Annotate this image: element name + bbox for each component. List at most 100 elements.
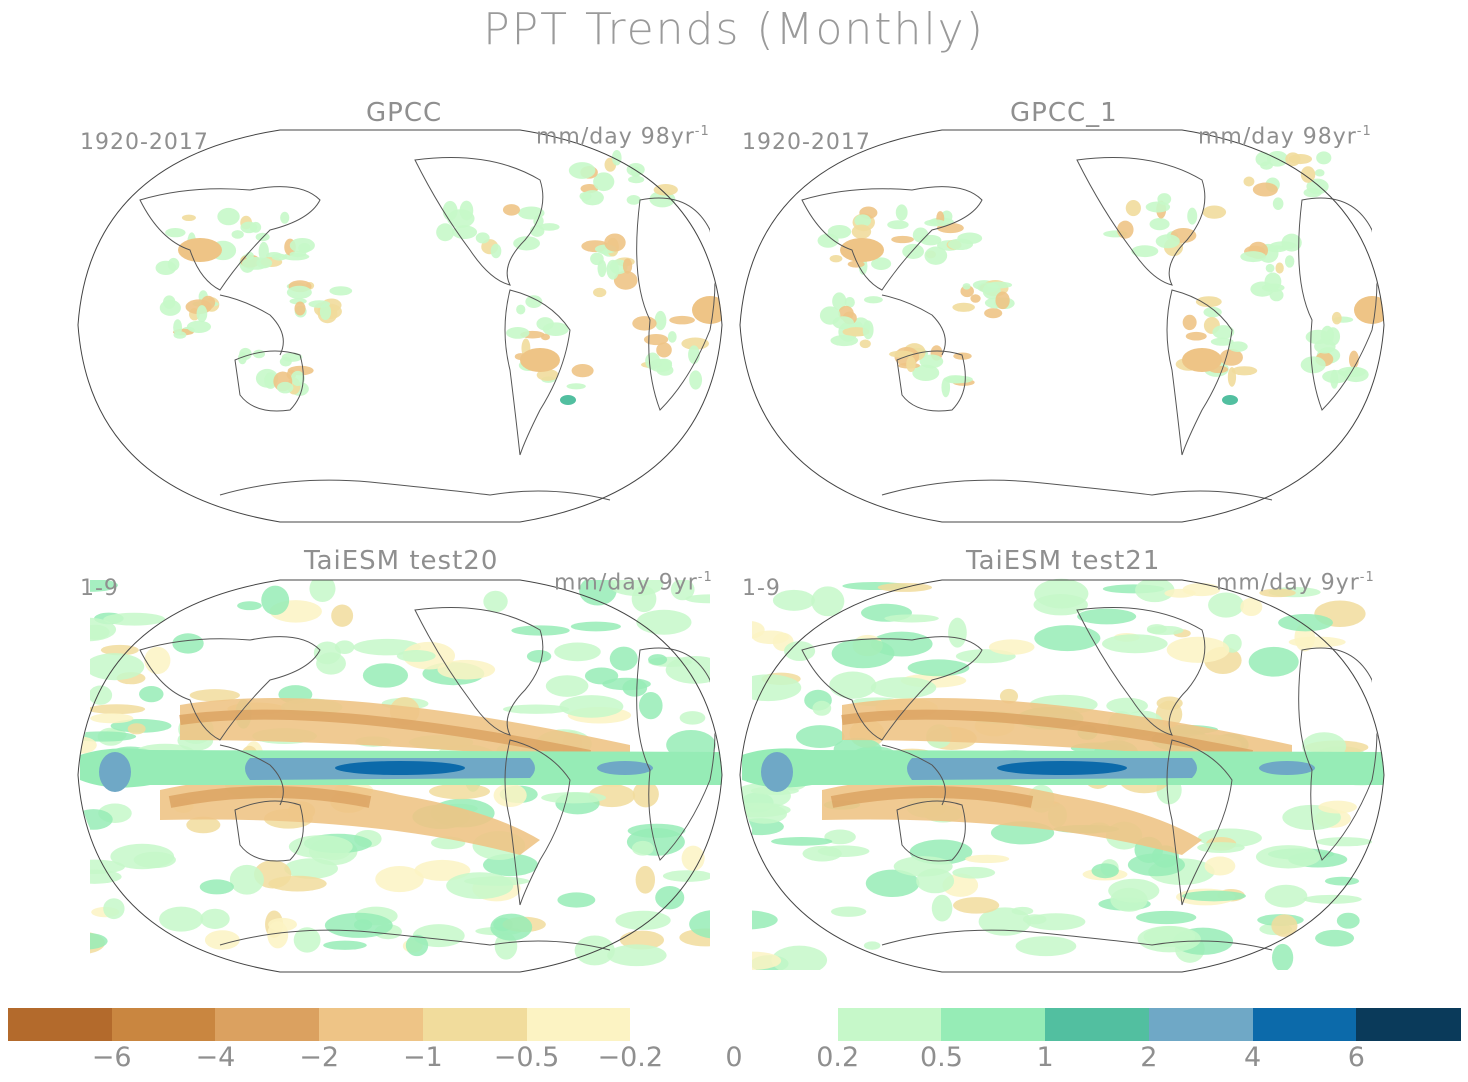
- trend-patch: [200, 908, 230, 929]
- trend-patch: [502, 204, 520, 216]
- trend-patch: [459, 200, 474, 221]
- trend-patch: [493, 783, 527, 808]
- trend-patch: [1210, 337, 1234, 346]
- trend-patch: [1314, 169, 1325, 177]
- dry-patch-brazil: [520, 348, 560, 372]
- trend-patch: [1149, 218, 1170, 231]
- trend-patch: [863, 296, 883, 304]
- wet-patch-atlantic: [597, 761, 653, 775]
- trend-patch: [557, 892, 596, 908]
- trend-patch: [912, 227, 929, 243]
- trend-patch: [944, 375, 967, 384]
- panel-units: mm/day 9yr-1: [554, 570, 713, 595]
- units-text: mm/day 98yr: [1198, 124, 1357, 150]
- trend-patch: [593, 287, 607, 298]
- coastline-antarctica: [881, 929, 1273, 951]
- coastline-south-america: [1166, 289, 1233, 456]
- trend-patch: [268, 875, 327, 892]
- trend-patch: [1034, 625, 1101, 652]
- trend-patch: [1219, 348, 1243, 366]
- trend-patch: [796, 725, 845, 749]
- trend-patch: [159, 906, 204, 932]
- panel-units: mm/day 98yr-1: [536, 124, 710, 149]
- colorbar-swatch: [734, 1008, 839, 1041]
- colorbar-tick-label: 1: [1036, 1042, 1054, 1073]
- map-frame: [77, 579, 723, 973]
- trend-patch: [689, 370, 703, 390]
- trend-patch: [924, 219, 947, 227]
- dry-patch-brazil: [1182, 348, 1222, 372]
- trend-patch: [289, 237, 315, 253]
- units-text: mm/day 9yr: [554, 570, 698, 596]
- trend-patch: [895, 204, 908, 221]
- map-panel-gpcc: GPCC 1920-2017 mm/day 98yr-1: [70, 90, 730, 523]
- trend-patch: [1260, 161, 1273, 170]
- trend-patch: [258, 241, 269, 262]
- coastline-maritime: [219, 744, 284, 806]
- trend-patch: [319, 303, 332, 321]
- trend-patch: [906, 356, 916, 373]
- trend-patch: [611, 150, 622, 166]
- coastline-north-america: [1076, 157, 1206, 286]
- trend-patch: [984, 308, 1003, 319]
- trend-patch: [159, 299, 181, 316]
- trend-patch: [201, 295, 216, 310]
- trend-patch: [506, 327, 530, 339]
- trend-patch: [1252, 182, 1278, 197]
- trend-patch: [331, 604, 354, 627]
- dry-core-north: [841, 709, 1253, 760]
- trend-patch: [103, 612, 166, 626]
- trend-patch: [1315, 929, 1355, 947]
- colorbar-swatch: [1252, 1008, 1357, 1041]
- trend-patch: [110, 843, 175, 870]
- trend-patch: [1034, 578, 1089, 609]
- trend-patch: [436, 223, 455, 242]
- trend-patch: [941, 377, 951, 398]
- trend-patch: [1316, 151, 1332, 165]
- map-taiesm-test21: [739, 577, 1385, 973]
- dry-core-north: [179, 709, 591, 760]
- trend-patch: [1248, 646, 1299, 677]
- colorbar-tick-label: −2: [299, 1042, 340, 1073]
- trend-patch: [859, 339, 871, 349]
- dry-patch-asia: [840, 238, 884, 262]
- trend-patch: [559, 695, 624, 718]
- trend-patch: [924, 246, 948, 265]
- trend-patch: [604, 233, 626, 252]
- trend-patch: [451, 225, 478, 239]
- map-panel-taiesm-test21: TaiESM test21 1-9 mm/day 9yr-1: [732, 540, 1392, 973]
- trend-patch: [475, 232, 490, 244]
- trend-patch: [645, 352, 661, 370]
- trend-patch: [952, 302, 975, 312]
- trend-patch: [1255, 845, 1321, 869]
- trend-patch: [313, 641, 341, 665]
- trend-patch: [437, 659, 496, 680]
- trend-patch: [277, 381, 294, 394]
- trend-patch: [579, 577, 617, 606]
- panel-title: GPCC: [366, 98, 443, 128]
- trend-patch: [88, 704, 146, 715]
- coastline-maritime: [219, 294, 284, 356]
- trend-patch: [290, 370, 305, 386]
- trend-patch: [100, 644, 139, 656]
- trend-patch: [1300, 166, 1316, 183]
- trend-patch: [832, 316, 854, 330]
- colorbar-tick-label: −4: [195, 1042, 236, 1073]
- colorbar: [8, 1008, 1461, 1041]
- trend-patch: [1203, 306, 1222, 318]
- coastline-antarctica: [219, 479, 611, 501]
- trend-patch: [863, 941, 881, 950]
- trend-patch: [953, 897, 1000, 914]
- trend-patch: [196, 305, 208, 323]
- trend-patch: [186, 320, 212, 333]
- trend-patch: [862, 320, 874, 340]
- trend-patch: [545, 675, 589, 697]
- trend-patch: [919, 354, 944, 369]
- trend-patch: [1284, 255, 1295, 268]
- trend-patch: [516, 304, 526, 315]
- trend-patch: [329, 286, 353, 296]
- panel-units: mm/day 9yr-1: [1216, 570, 1375, 595]
- trend-patch: [628, 175, 645, 184]
- trend-patch: [613, 270, 638, 290]
- trend-patch: [1288, 636, 1346, 648]
